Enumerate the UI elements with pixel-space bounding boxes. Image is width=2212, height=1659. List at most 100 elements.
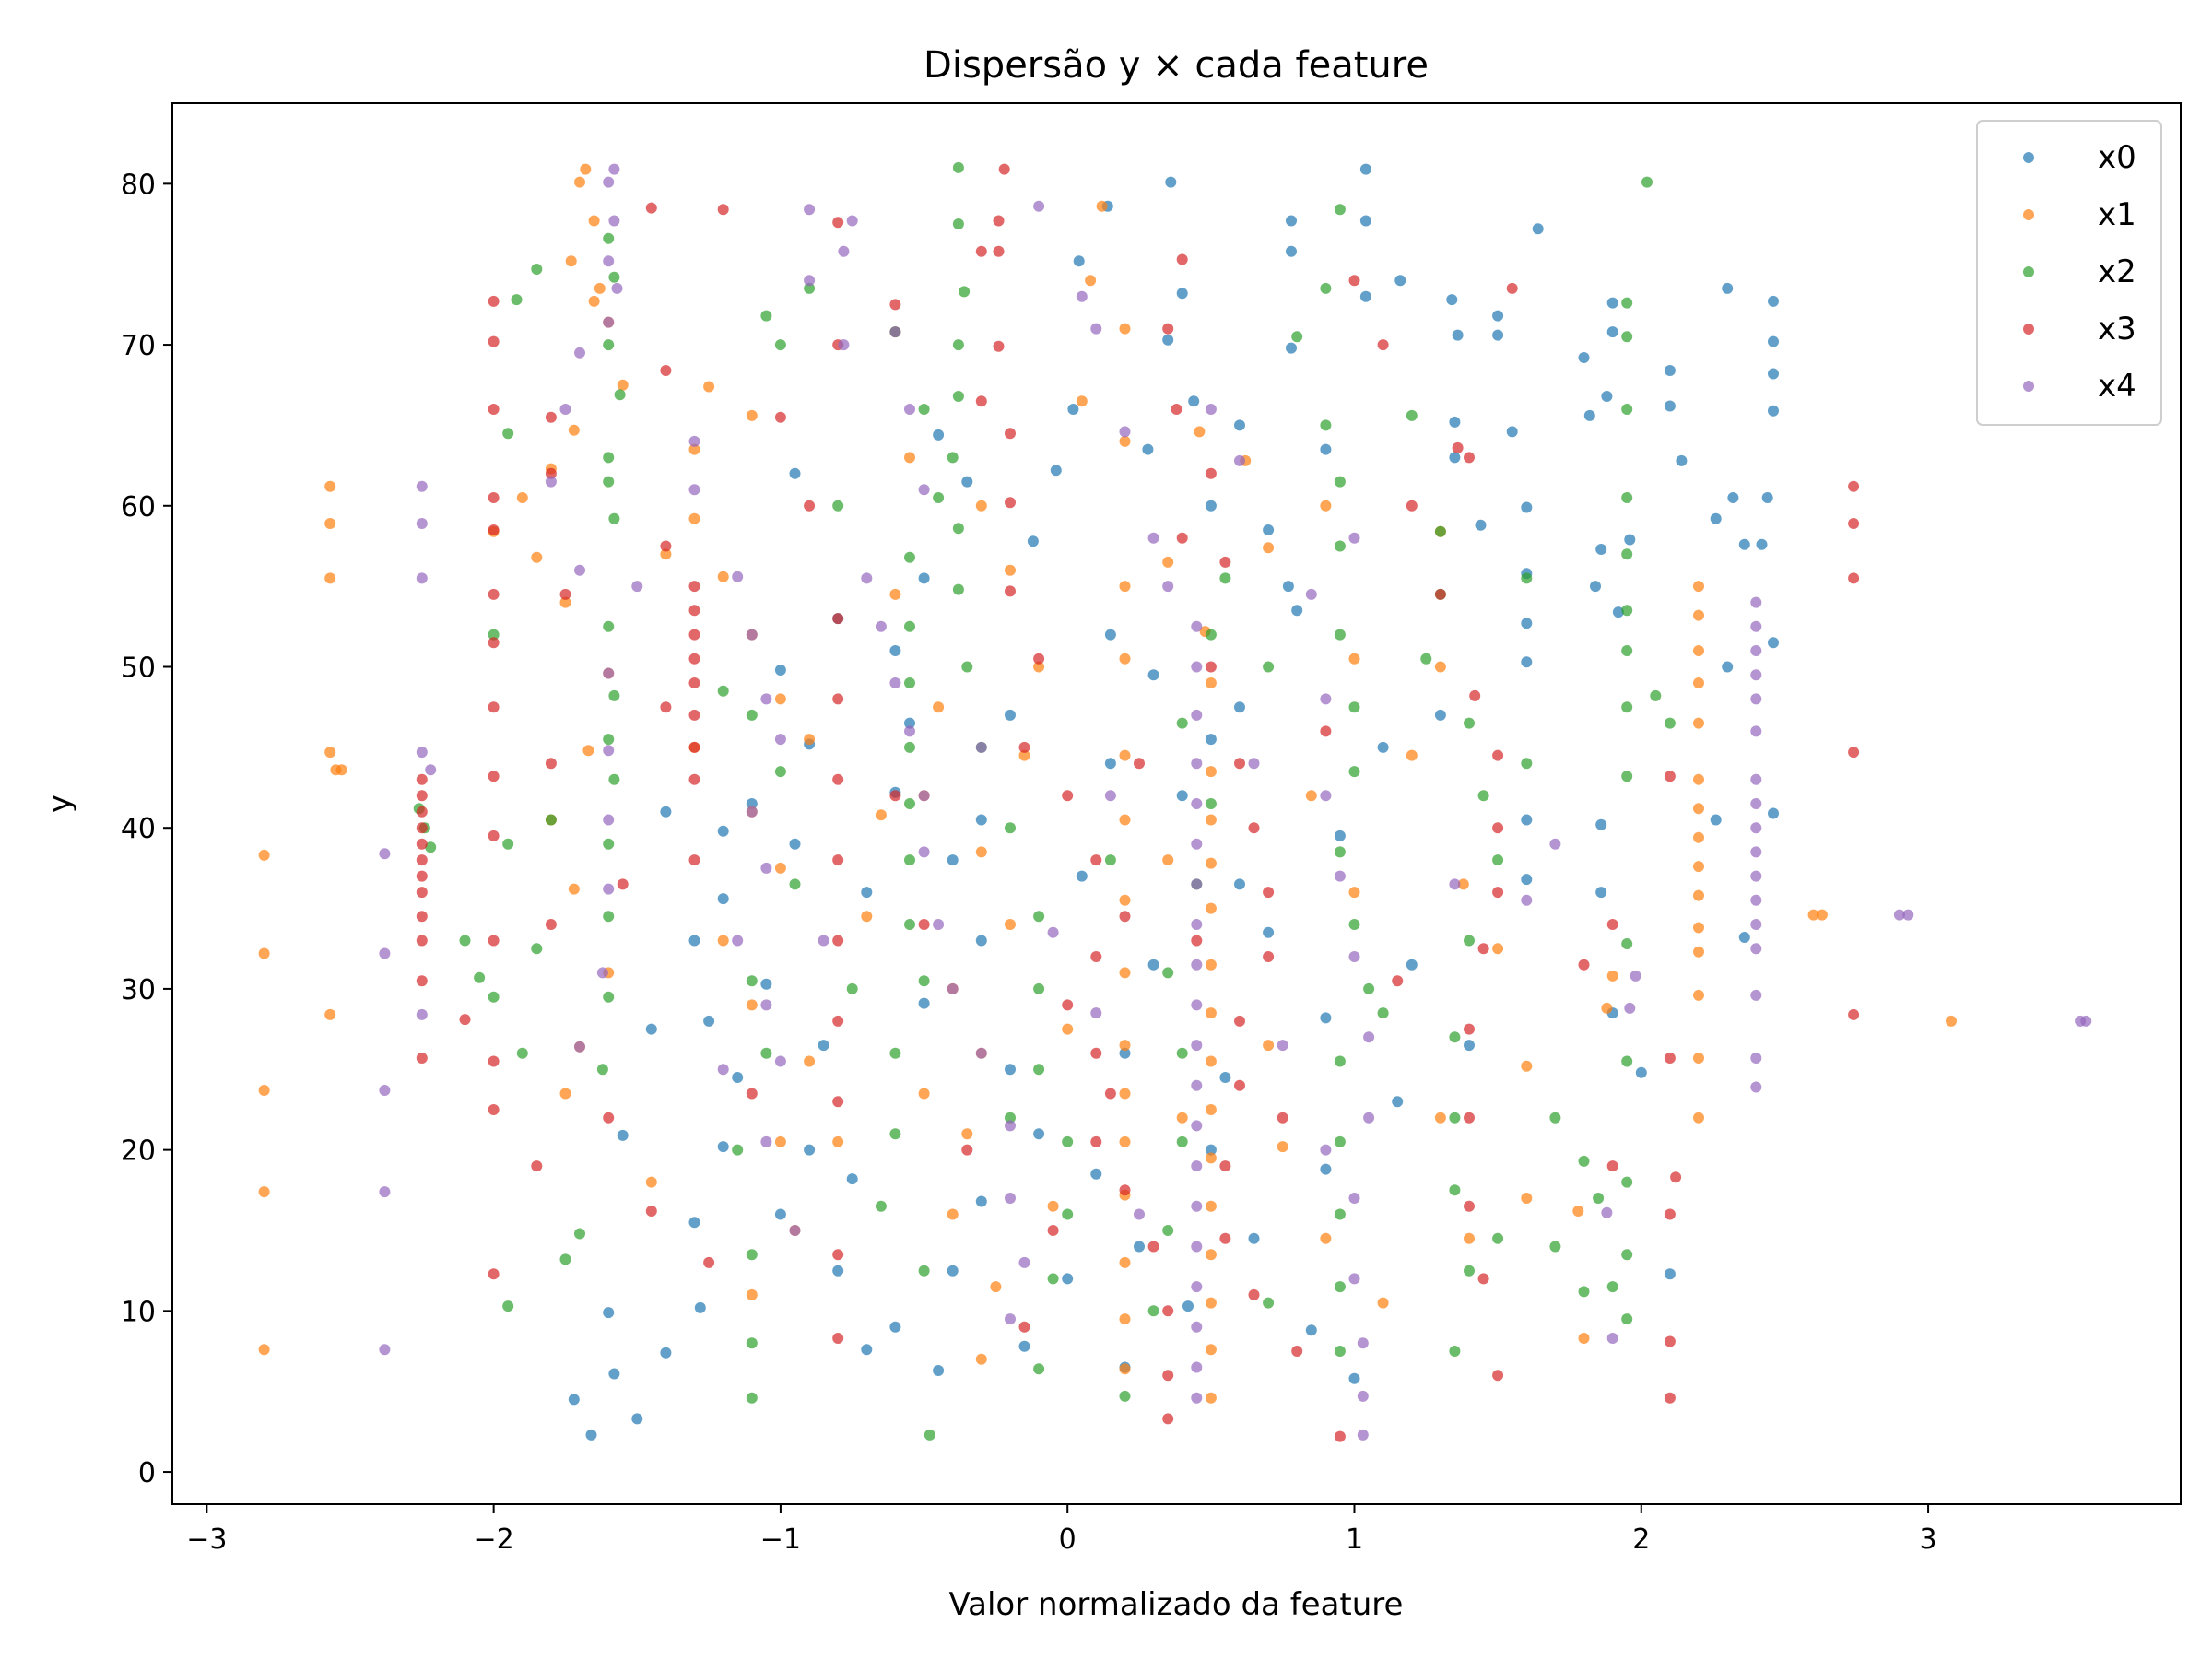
point-x0 [818,1040,830,1052]
point-x0 [961,476,973,488]
point-x2 [1320,419,1332,431]
point-x4 [1750,693,1762,705]
point-x0 [660,806,672,818]
point-x0 [1134,1241,1145,1253]
x-tick-label: −1 [760,1524,801,1556]
point-x1 [1406,749,1418,761]
point-x1 [1005,919,1016,930]
point-x1 [861,911,873,923]
point-x3 [993,340,1005,352]
point-x1 [746,409,758,421]
point-x4 [1147,532,1159,544]
point-x1 [1578,1333,1590,1344]
point-x0 [774,665,786,676]
point-x4 [1162,581,1174,593]
point-x2 [1650,689,1662,701]
point-x3 [1506,282,1518,294]
legend-marker-x3 [2023,324,2034,335]
y-tick-label: 10 [121,1296,156,1328]
point-x3 [1176,253,1188,265]
point-x4 [1191,1040,1203,1052]
point-x3 [416,975,428,987]
point-x4 [1601,1206,1613,1218]
point-x3 [774,411,786,423]
point-x2 [952,523,964,535]
point-x3 [1005,428,1016,440]
point-x4 [1320,1144,1332,1156]
point-x2 [1578,1155,1590,1167]
point-x2 [804,282,816,294]
y-tick-label: 0 [138,1457,156,1489]
point-x2 [1621,771,1633,782]
point-x4 [603,255,615,267]
point-x1 [1119,1313,1131,1325]
point-x1 [324,518,336,529]
point-x2 [846,982,858,994]
y-tick-label: 70 [121,330,156,362]
point-x3 [688,709,700,721]
point-x4 [603,814,615,826]
point-x3 [1492,749,1504,761]
point-x3 [1062,999,1074,1011]
point-x2 [1363,982,1375,994]
point-x0 [1320,1012,1332,1024]
point-x0 [1076,870,1088,882]
point-x3 [804,500,816,512]
point-x4 [804,204,816,216]
point-x3 [1147,1241,1159,1253]
point-x2 [1334,846,1346,858]
point-x3 [645,1206,657,1217]
point-x4 [717,1064,729,1076]
point-x0 [1595,887,1607,899]
point-x3 [1047,1225,1059,1236]
point-x1 [1205,814,1217,826]
point-x3 [832,693,844,705]
point-x1 [1348,887,1360,899]
point-x2 [1449,1031,1461,1043]
point-x1 [1005,564,1016,576]
point-x3 [1477,943,1489,955]
point-x2 [603,232,615,244]
point-x2 [1104,854,1116,866]
point-x0 [1464,1040,1475,1052]
point-x1 [1119,1363,1131,1375]
point-x4 [688,484,700,496]
point-x1 [568,424,580,436]
point-x0 [861,887,873,899]
point-x1 [1434,1112,1446,1124]
point-x2 [760,310,772,322]
x-tick-label: 3 [1920,1524,1937,1556]
point-x1 [1693,831,1704,843]
point-x3 [1664,1335,1676,1347]
point-x1 [1194,426,1206,438]
point-x3 [1234,758,1245,770]
point-x3 [1606,919,1618,930]
point-x1 [258,1085,270,1096]
point-x4 [789,1225,801,1236]
point-x0 [1606,297,1618,309]
point-x1 [1572,1206,1584,1217]
point-x4 [947,982,959,994]
point-x3 [1377,339,1389,351]
point-x2 [918,404,930,415]
x-tick-label: 1 [1346,1524,1363,1556]
point-x4 [545,476,557,488]
point-x2 [904,741,915,753]
point-x2 [488,991,500,1003]
point-x4 [1005,1313,1016,1325]
point-x2 [918,1265,930,1277]
point-x0 [1248,1232,1260,1244]
point-x0 [1521,814,1533,826]
point-x2 [1033,1363,1045,1375]
x-tick-label: −2 [474,1524,514,1556]
point-x3 [1234,1015,1245,1027]
point-x4 [1191,1321,1203,1333]
point-x4 [1750,773,1762,785]
point-x2 [1334,1055,1346,1067]
point-x4 [1521,894,1533,906]
point-x0 [1710,512,1722,524]
point-x1 [568,883,580,895]
point-x3 [1090,1047,1102,1059]
point-x2 [1492,1232,1504,1244]
